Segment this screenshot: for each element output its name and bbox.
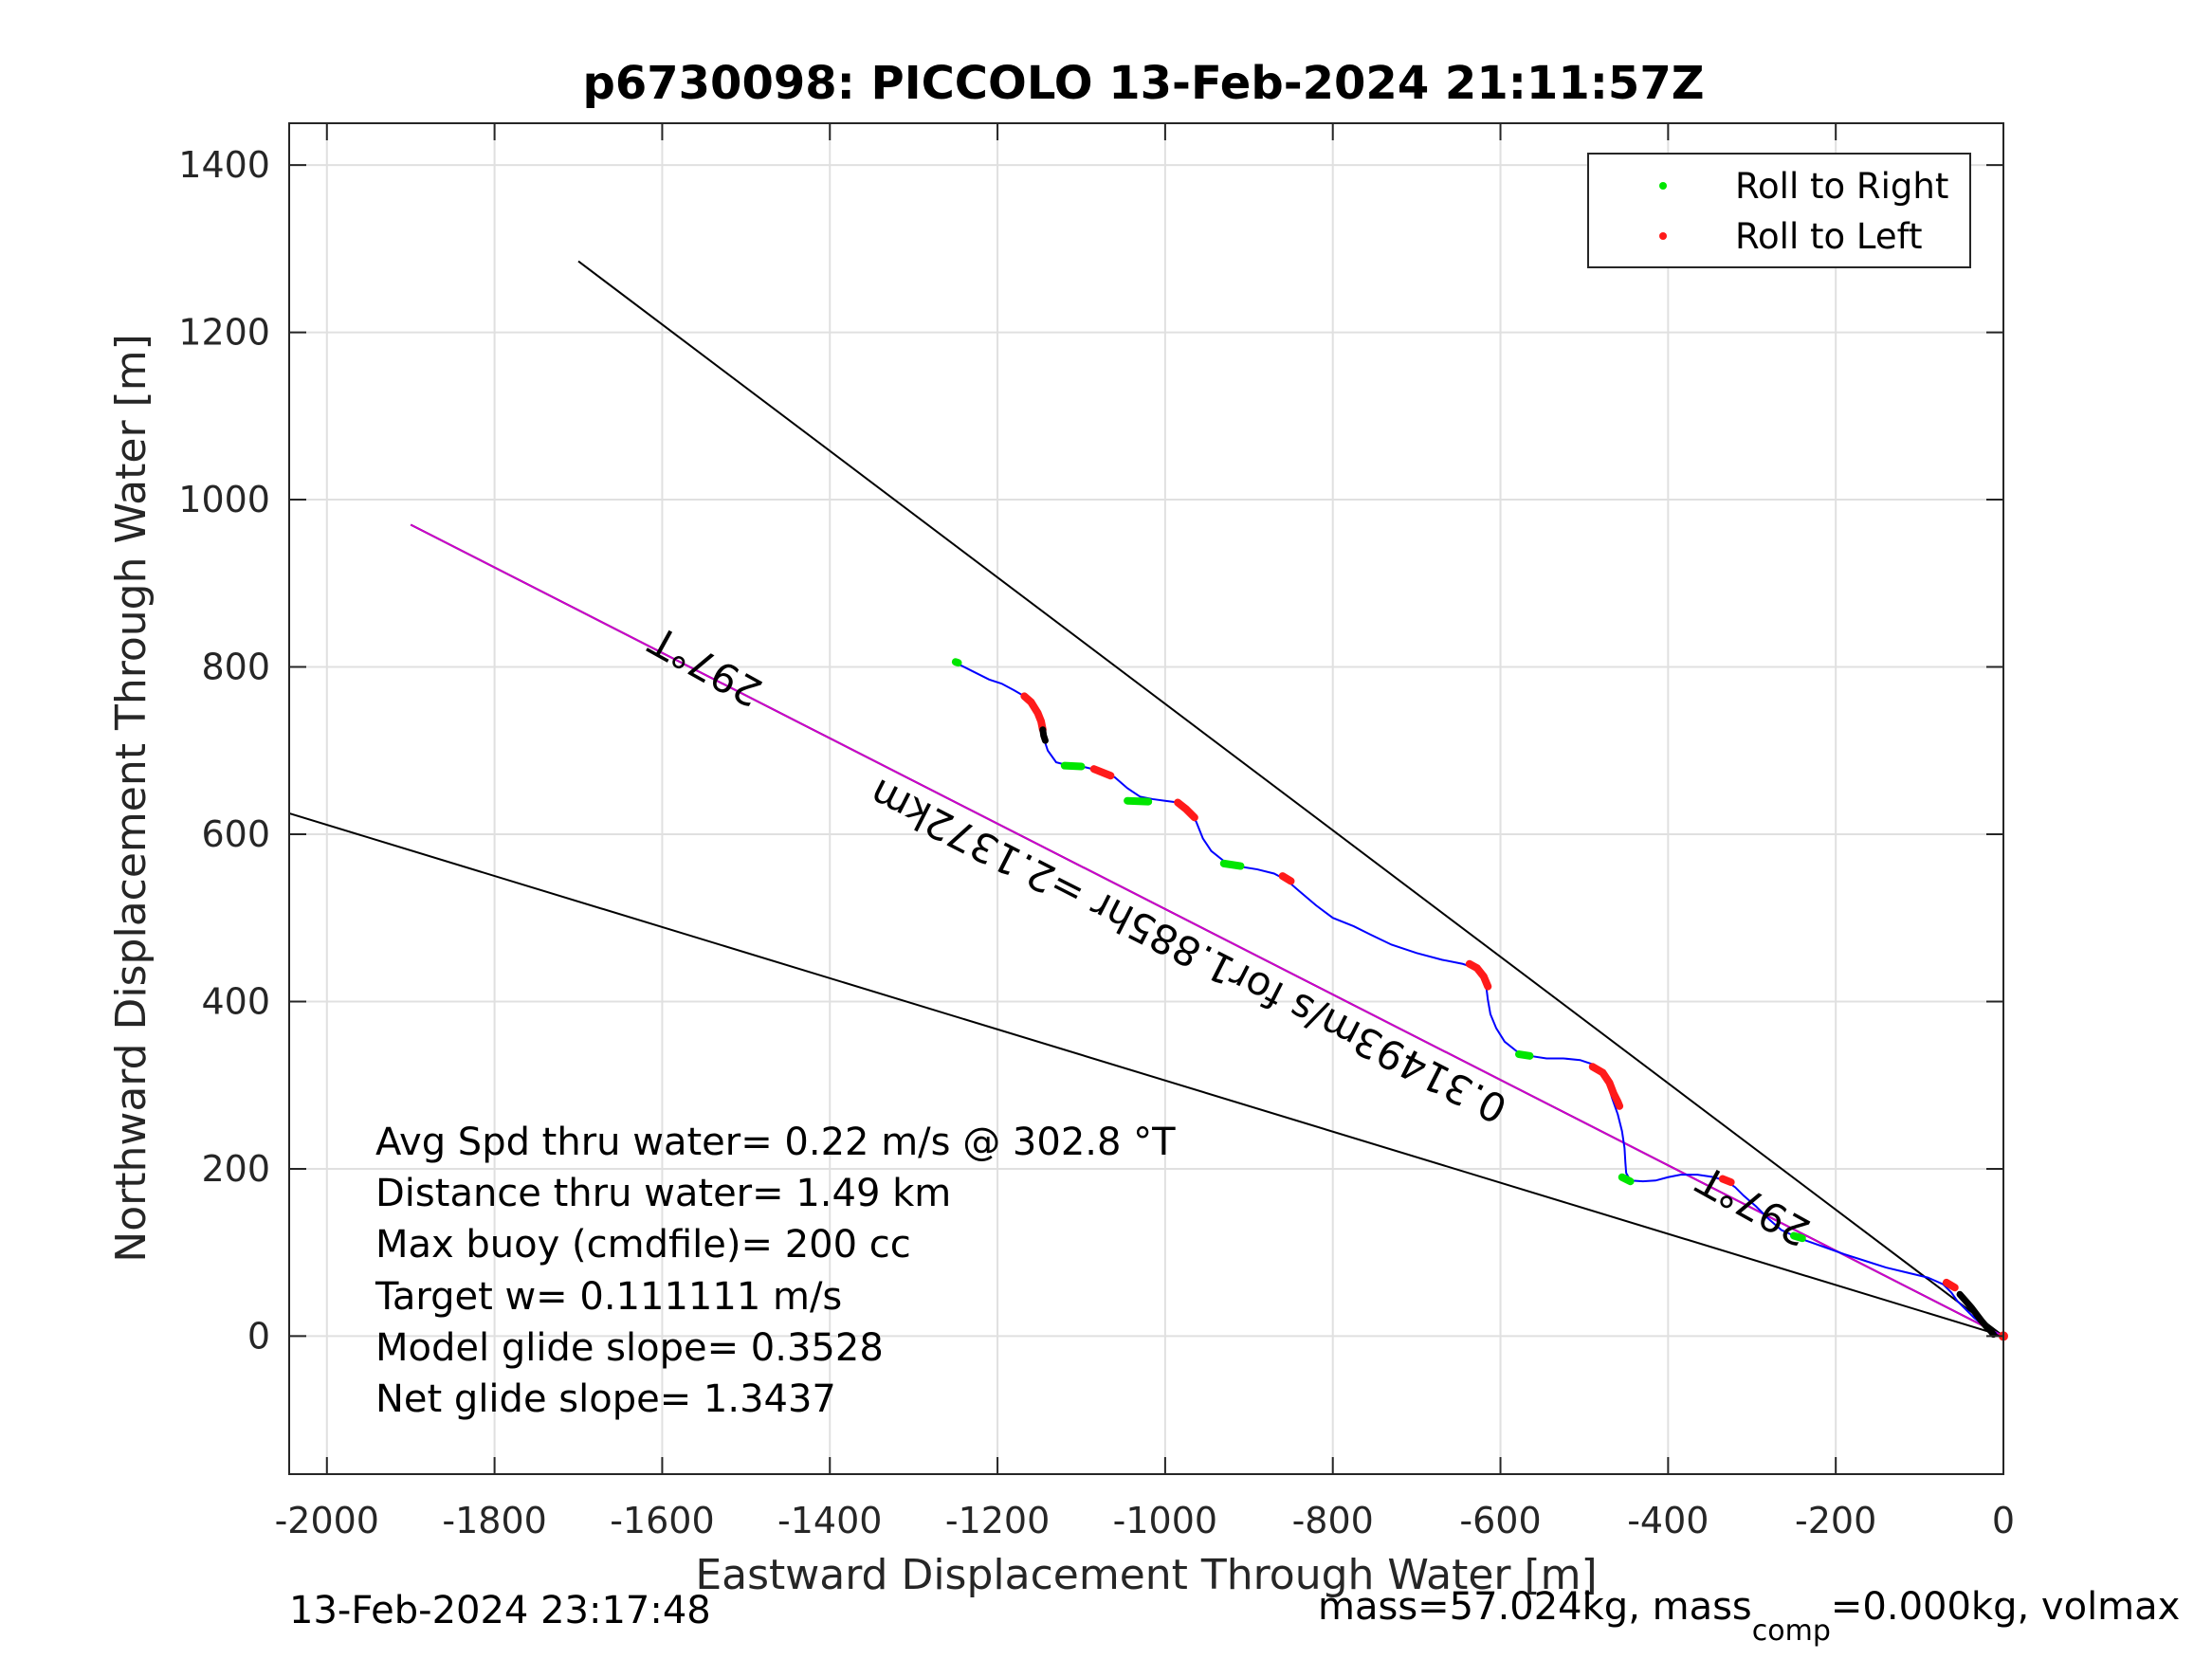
axis-ticks: -2000 -1800 -1600 -1400 -1200 -1000 -800 -600 -4… bbox=[178, 123, 2015, 1541]
legend-label-roll-right: Roll to Right bbox=[1735, 166, 1948, 207]
chart-title: p6730098: PICCOLO 13-Feb-2024 21:11:57Z bbox=[582, 57, 1704, 110]
glide-line bbox=[410, 523, 2004, 1338]
plot-frame bbox=[288, 122, 2004, 1475]
x-axis-label: Eastward Displacement Through Water [m] bbox=[695, 1551, 1597, 1599]
data-layer bbox=[288, 260, 2008, 1341]
dive-segment bbox=[1956, 1290, 1997, 1339]
dive-segment bbox=[1039, 726, 1049, 744]
y-tick-label: 1400 bbox=[178, 144, 270, 186]
y-tick-label: 800 bbox=[201, 647, 270, 688]
footer-mass-suffix: =0.000kg, volmax bbox=[1831, 1585, 2180, 1629]
y-tick-label: 400 bbox=[201, 980, 270, 1022]
roll-left-segment bbox=[1718, 1175, 1735, 1187]
roll-right-segment bbox=[1514, 1050, 1534, 1060]
x-tick-label: -1200 bbox=[945, 1500, 1050, 1541]
roll-left-segment bbox=[1588, 1063, 1624, 1110]
stats-notes: Avg Spd thru water= 0.22 m/s @ 302.8 °T … bbox=[375, 1121, 1176, 1421]
x-tick-label: -800 bbox=[1292, 1500, 1374, 1541]
footer-mass-sub: comp bbox=[1752, 1614, 1831, 1648]
y-tick-label: 1000 bbox=[178, 479, 270, 520]
x-tick-label: -600 bbox=[1459, 1500, 1541, 1541]
y-axis-label: Northward Displacement Through Water [m] bbox=[107, 334, 155, 1262]
roll-left-segment bbox=[1278, 872, 1295, 885]
legend-label-roll-left: Roll to Left bbox=[1735, 216, 1923, 257]
note-distance: Distance thru water= 1.49 km bbox=[375, 1172, 951, 1215]
legend: Roll to Right Roll to Left bbox=[1587, 153, 1971, 268]
roll-left-segment bbox=[1020, 692, 1047, 734]
y-tick-label: 0 bbox=[247, 1315, 270, 1357]
x-tick-label: 0 bbox=[1992, 1500, 2015, 1541]
note-model-glide: Model glide slope= 0.3528 bbox=[375, 1326, 884, 1370]
roll-left-segment bbox=[1174, 798, 1198, 822]
x-tick-label: -1800 bbox=[442, 1500, 546, 1541]
x-tick-label: -200 bbox=[1795, 1500, 1876, 1541]
roll-right-segment bbox=[1219, 859, 1245, 870]
note-max-buoy: Max buoy (cmdfile)= 200 cc bbox=[375, 1223, 911, 1267]
footer-mass: mass=57.024kg, masscomp=0.000kg, volmax bbox=[1318, 1585, 2180, 1648]
note-net-glide: Net glide slope= 1.3437 bbox=[375, 1377, 836, 1421]
roll-right-segment bbox=[1124, 796, 1153, 806]
bound-line bbox=[577, 260, 2004, 1338]
x-tick-label: -1000 bbox=[1113, 1500, 1217, 1541]
legend-marker-roll-left bbox=[1659, 232, 1667, 240]
footer-timestamp: 13-Feb-2024 23:17:48 bbox=[289, 1589, 711, 1632]
note-target-w: Target w= 0.111111 m/s bbox=[375, 1275, 842, 1319]
y-tick-label: 200 bbox=[201, 1148, 270, 1190]
x-tick-label: -1400 bbox=[777, 1500, 882, 1541]
bound-line bbox=[288, 811, 2004, 1338]
x-tick-label: -2000 bbox=[275, 1500, 379, 1541]
legend-marker-roll-right bbox=[1659, 182, 1667, 190]
footer-mass-prefix: mass=57.024kg, mass bbox=[1318, 1585, 1752, 1629]
note-avg-speed: Avg Spd thru water= 0.22 m/s @ 302.8 °T bbox=[375, 1121, 1176, 1164]
y-tick-label: 1200 bbox=[178, 312, 270, 354]
roll-left-segment bbox=[1465, 959, 1492, 991]
roll-right-segment bbox=[1060, 761, 1086, 771]
roll-left-segment bbox=[1942, 1278, 1959, 1292]
x-tick-label: -1600 bbox=[610, 1500, 714, 1541]
roll-left-segment bbox=[1089, 765, 1115, 780]
roll-right-segment bbox=[1618, 1173, 1635, 1186]
legend-box bbox=[1587, 153, 1971, 268]
roll-right-segment bbox=[1789, 1231, 1806, 1243]
x-tick-label: -400 bbox=[1627, 1500, 1709, 1541]
roll-right-segment bbox=[951, 658, 962, 667]
y-tick-label: 600 bbox=[201, 813, 270, 855]
